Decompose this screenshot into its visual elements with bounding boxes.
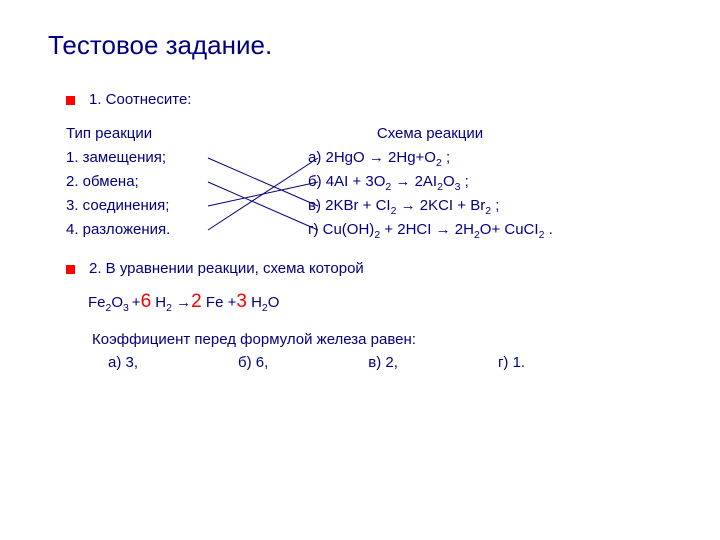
right-item-b: б) 4AI + 3O2 → 2AI2O3 ; (308, 170, 672, 194)
answer-v: в) 2, (368, 354, 398, 371)
right-item-a: а) 2HgO → 2Hg+O2 ; (308, 146, 672, 170)
page-title: Тестовое задание. (48, 30, 672, 61)
match-columns: Тип реакции 1. замещения; 2. обмена; 3. … (48, 122, 672, 242)
coef-3: 3 (236, 291, 247, 312)
right-item-g: г) Cu(OH)2 + 2HCI → 2H2O+ CuCI2 . (308, 218, 672, 242)
bullet-icon (66, 265, 75, 274)
right-column: Схема реакции а) 2HgO → 2Hg+O2 ; б) 4AI … (308, 122, 672, 242)
q2-answers: а) 3, б) 6, в) 2, г) 1. (108, 354, 672, 371)
coef-2: 2 (191, 291, 202, 312)
answer-a: а) 3, (108, 354, 138, 371)
q2-question: Коэффициент перед формулой железа равен: (92, 331, 672, 348)
left-item-4: 4. разложения. (66, 218, 308, 242)
q2-prompt-row: 2. В уравнении реакции, схема которой (66, 260, 672, 277)
left-column: Тип реакции 1. замещения; 2. обмена; 3. … (48, 122, 308, 242)
left-item-2: 2. обмена; (66, 170, 308, 194)
coef-1: 6 (141, 291, 152, 312)
q1-prompt: 1. Соотнесите: (89, 91, 191, 108)
q2-prompt: 2. В уравнении реакции, схема которой (89, 260, 364, 277)
q1-prompt-row: 1. Соотнесите: (66, 91, 672, 108)
equation: Fe2O3 +6 H2 →2 Fe +3 H2O (88, 291, 672, 313)
left-item-1: 1. замещения; (66, 146, 308, 170)
right-item-v: в) 2KBr + CI2 → 2KCI + Br2 ; (308, 194, 672, 218)
right-header: Схема реакции (308, 122, 672, 146)
answer-g: г) 1. (498, 354, 525, 371)
q2-answers-block: Коэффициент перед формулой железа равен:… (78, 331, 672, 371)
bullet-icon (66, 96, 75, 105)
left-header: Тип реакции (66, 122, 308, 146)
match-container: Тип реакции 1. замещения; 2. обмена; 3. … (48, 122, 672, 242)
left-item-3: 3. соединения; (66, 194, 308, 218)
answer-b: б) 6, (238, 354, 268, 371)
